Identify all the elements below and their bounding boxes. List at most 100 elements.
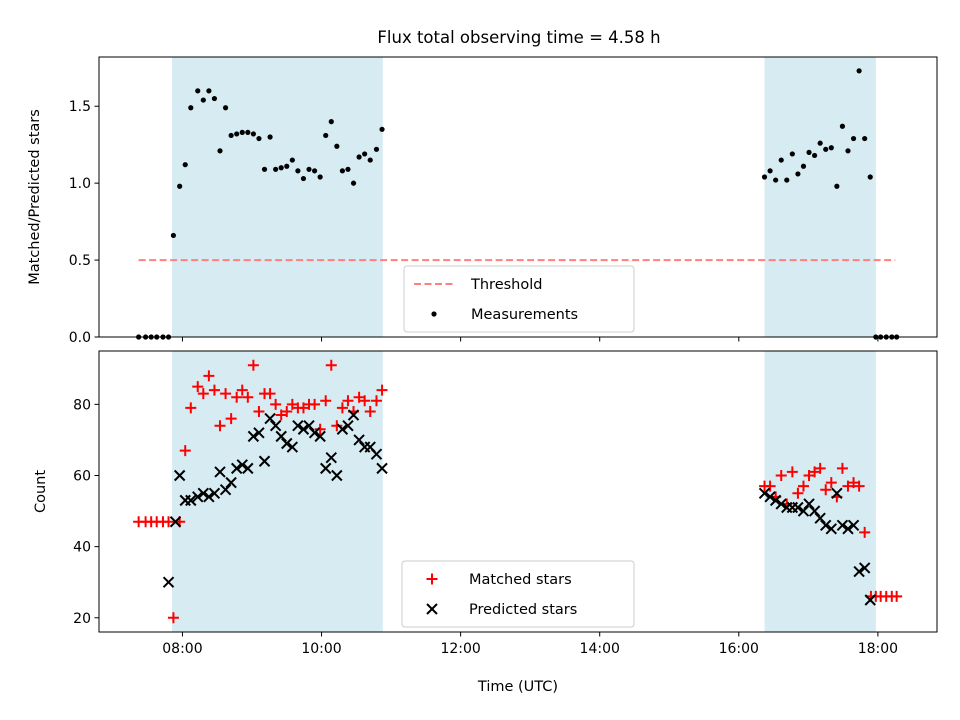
- x-tick-label: 08:00: [162, 641, 202, 657]
- measurement-point: [367, 157, 373, 163]
- matched-star-point: [203, 370, 215, 382]
- legend: Threshold Measurements: [403, 265, 635, 333]
- measurement-point: [289, 157, 295, 163]
- predicted-star-point: [853, 565, 865, 578]
- matched-star-point: [314, 423, 326, 435]
- measurement-point: [350, 180, 357, 186]
- matched-star-point: [225, 413, 237, 425]
- measurement-point: [834, 183, 840, 189]
- matched-star-point: [764, 480, 776, 492]
- measurement-point: [273, 166, 279, 172]
- matched-star-point: [275, 409, 287, 421]
- matched-star-point: [167, 612, 179, 624]
- measurement-point: [778, 157, 784, 163]
- predicted-star-point: [864, 594, 876, 606]
- measurement-point: [761, 174, 768, 180]
- predicted-star-point: [258, 455, 271, 467]
- measurement-point: [817, 140, 823, 146]
- predicted-star-point: [292, 419, 304, 432]
- bottom-panel-counts: 20 40 60 80 08:00 10:00 12:00 14:00 16:00 18:00 Co…: [33, 350, 938, 695]
- predicted-star-point: [225, 476, 237, 489]
- legend-predicted-swatch: [426, 603, 438, 615]
- predicted-star-point: [303, 419, 315, 432]
- matched-star-point: [859, 526, 871, 538]
- predicted-star-point: [203, 491, 215, 503]
- measurement-point: [195, 88, 201, 94]
- predicted-star-point: [275, 430, 287, 443]
- y-axis-label: Matched/Predicted stars: [27, 109, 43, 285]
- predicted-star-point: [325, 452, 337, 464]
- measurement-point: [306, 166, 312, 172]
- measurement-point: [850, 135, 857, 142]
- measurement-point: [245, 129, 251, 135]
- measurement-point: [345, 166, 351, 172]
- measurement-point: [800, 163, 807, 169]
- matched-star-point: [197, 388, 209, 400]
- measurement-point: [323, 132, 329, 139]
- measurement-point: [856, 68, 862, 74]
- measurement-point: [867, 174, 873, 180]
- measurement-point: [278, 165, 284, 171]
- matched-star-point: [163, 516, 175, 528]
- matched-star-point: [236, 384, 248, 396]
- matched-star-point: [185, 402, 197, 414]
- predicted-star-point: [297, 423, 310, 435]
- axes-frame: [98, 56, 938, 338]
- predicted-star-point: [792, 501, 804, 514]
- measurement-point: [812, 152, 818, 159]
- predicted-star-point: [169, 516, 182, 528]
- x-axis-label: Time (UTC): [477, 679, 558, 695]
- y-tick-label: 60: [73, 468, 91, 484]
- matched-star-point: [836, 462, 848, 474]
- measurement-point: [250, 131, 256, 137]
- observing-interval-1: [172, 57, 383, 337]
- predicted-star-point: [808, 505, 821, 517]
- measurement-point: [823, 146, 829, 152]
- matched-star-point: [376, 384, 388, 396]
- measurement-point: [211, 95, 218, 102]
- measurement-point: [784, 177, 790, 183]
- measurement-point: [261, 166, 268, 172]
- measurement-point: [334, 143, 340, 149]
- matched-star-point: [825, 477, 837, 489]
- top-panel-ratio: 0.0 0.5 1.0 1.5 Matched/Predicted stars Thres…: [27, 56, 938, 346]
- measurement-point: [789, 151, 795, 157]
- measurement-point: [267, 134, 273, 140]
- observing-interval-2: [764, 351, 876, 632]
- matched-star-point: [775, 469, 787, 481]
- predicted-star-point: [281, 437, 293, 450]
- measurement-point: [828, 145, 834, 151]
- chart-title: Flux total observing time = 4.58 h: [377, 28, 660, 47]
- legend-box: [401, 560, 635, 628]
- measurement-point: [317, 174, 323, 180]
- measurement-point: [256, 135, 262, 142]
- matched-star-point: [264, 388, 276, 400]
- predicted-star-point: [185, 494, 197, 507]
- y-tick-label: 1.5: [69, 99, 91, 115]
- predicted-star-point: [192, 491, 204, 503]
- matched-star-point: [342, 395, 354, 407]
- matched-star-point: [242, 391, 254, 403]
- measurement-point: [806, 149, 812, 155]
- matched-star-point: [231, 391, 243, 403]
- matched-star-point: [270, 398, 282, 410]
- predicted-star-point: [247, 430, 260, 443]
- measurement-point: [182, 162, 188, 168]
- series-predicted-stars: [162, 409, 876, 606]
- predicted-star-point: [764, 491, 776, 503]
- measurement-point: [234, 131, 240, 137]
- matched-star-point: [281, 405, 293, 417]
- measurement-point: [773, 177, 779, 183]
- matched-star-point: [320, 395, 332, 407]
- x-tick-label: 16:00: [719, 641, 759, 657]
- measurement-point: [379, 126, 385, 132]
- matched-star-point: [786, 466, 798, 478]
- axes-frame: [98, 350, 938, 633]
- observing-interval-2: [764, 57, 876, 337]
- predicted-star-point: [253, 427, 265, 439]
- legend-label: Matched stars: [469, 572, 572, 588]
- predicted-star-point: [314, 430, 326, 443]
- predicted-star-point: [836, 519, 849, 531]
- predicted-star-point: [814, 512, 826, 524]
